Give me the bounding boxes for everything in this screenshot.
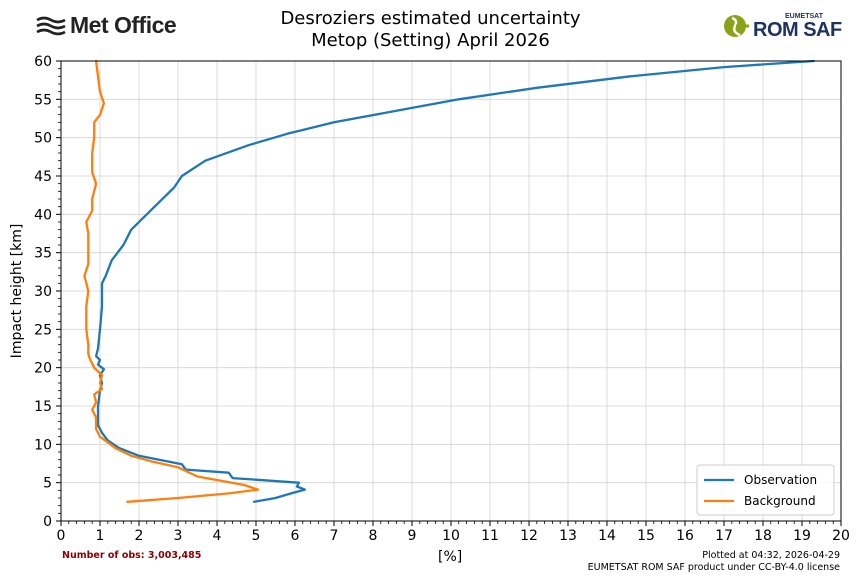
- x-tick-label: 10: [442, 528, 460, 544]
- x-tick-label: 18: [754, 528, 772, 544]
- y-tick-label: 25: [34, 322, 52, 338]
- x-tick-label: 0: [57, 528, 66, 544]
- x-tick-label: 9: [408, 528, 417, 544]
- met-office-logo-text: Met Office: [70, 12, 177, 38]
- rom-saf-globe-icon: [724, 15, 749, 37]
- x-axis-label: [%]: [438, 549, 463, 565]
- x-tick-label: 1: [96, 528, 105, 544]
- legend-label-background: Background: [744, 494, 816, 508]
- x-tick-label: 6: [291, 528, 300, 544]
- x-tick-label: 20: [832, 528, 850, 544]
- y-tick-label: 40: [34, 207, 52, 223]
- series-line-background: [83, 59, 260, 503]
- y-tick-label: 0: [43, 514, 52, 530]
- y-tick-label: 60: [34, 54, 52, 70]
- x-tick-label: 13: [559, 528, 577, 544]
- x-tick-label: 3: [174, 528, 183, 544]
- chart-title: Desroziers estimated uncertainty Metop (…: [0, 8, 861, 52]
- legend-box: [696, 464, 835, 516]
- x-tick-label: 17: [715, 528, 733, 544]
- rom-saf-logo-text: ROM SAF: [753, 18, 842, 41]
- x-tick-label: 15: [637, 528, 655, 544]
- x-tick-label: 14: [598, 528, 616, 544]
- x-tick-label: 8: [369, 528, 378, 544]
- x-tick-label: 16: [676, 528, 694, 544]
- axis-ticks: 0 1 2 3 4 5 6 7 8 9 10 11 12 13 14 15 16 17 18 19 2005101520…: [34, 54, 850, 544]
- y-tick-label: 35: [34, 246, 52, 262]
- x-tick-label: 19: [793, 528, 811, 544]
- x-tick-label: 5: [252, 528, 261, 544]
- y-tick-label: 45: [34, 169, 52, 185]
- y-tick-label: 15: [34, 399, 52, 415]
- plotted-timestamp: Plotted at 04:32, 2026-04-29: [702, 550, 840, 561]
- title-line-1: Desroziers estimated uncertainty: [280, 8, 581, 29]
- rom-saf-logo: EUMETSAT ROM SAF: [722, 12, 842, 40]
- y-tick-label: 5: [43, 476, 52, 492]
- y-tick-label: 10: [34, 437, 52, 453]
- y-axis-label: Impact height [km]: [9, 224, 25, 359]
- series: [83, 59, 815, 503]
- y-tick-label: 30: [34, 284, 52, 300]
- x-tick-label: 2: [135, 528, 144, 544]
- obs-count: Number of obs: 3,003,485: [62, 550, 202, 561]
- y-tick-label: 50: [34, 131, 52, 147]
- plot-footer: Plotted at 04:32, 2026-04-29 EUMETSAT RO…: [588, 550, 840, 574]
- title-line-2: Metop (Setting) April 2026: [311, 30, 550, 51]
- met-office-logo: Met Office: [36, 12, 177, 39]
- x-tick-label: 12: [520, 528, 538, 544]
- legend-label-observation: Observation: [744, 473, 817, 487]
- legend: Observation Background: [696, 464, 835, 516]
- x-tick-label: 7: [330, 528, 339, 544]
- x-tick-label: 4: [213, 528, 222, 544]
- met-office-wave-icon: [36, 16, 66, 35]
- y-tick-label: 20: [34, 361, 52, 377]
- rom-saf-logo-eumetsat: EUMETSAT: [785, 12, 823, 20]
- license-text: EUMETSAT ROM SAF product under CC-BY-4.0…: [587, 562, 840, 573]
- y-tick-label: 55: [34, 92, 52, 108]
- grid: [60, 60, 842, 522]
- series-line-observation: [94, 59, 815, 503]
- x-tick-label: 11: [481, 528, 499, 544]
